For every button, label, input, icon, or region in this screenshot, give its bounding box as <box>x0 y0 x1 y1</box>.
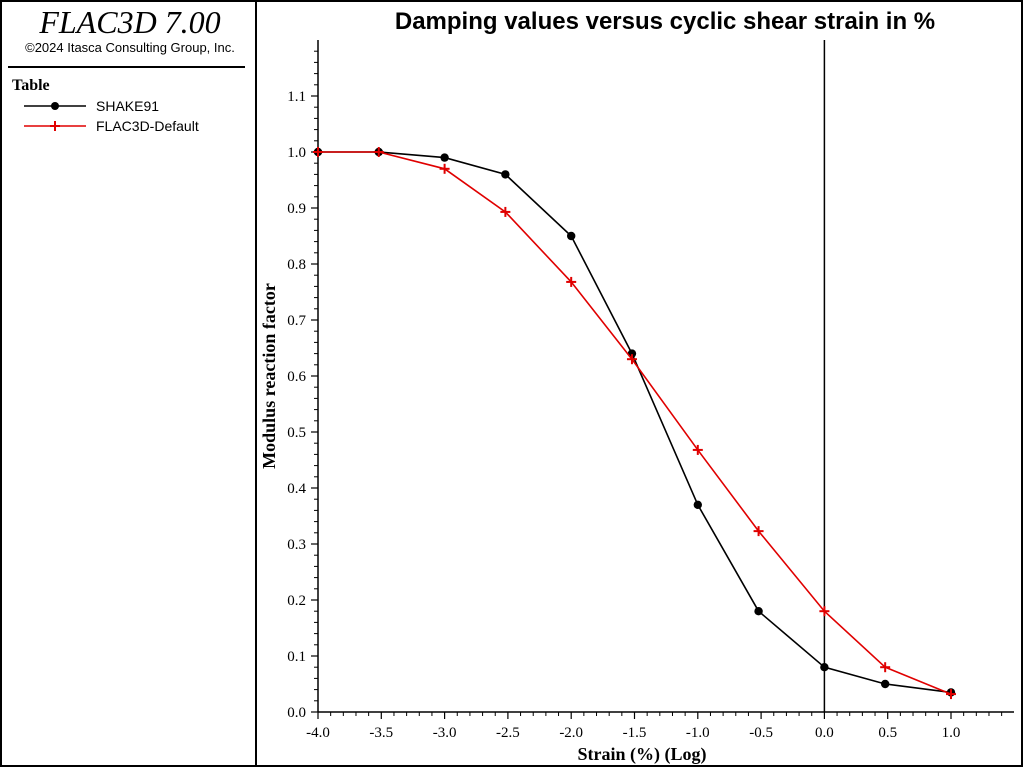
y-tick-label: 0.2 <box>287 593 306 609</box>
data-point <box>440 153 449 162</box>
app-title: FLAC3D 7.00 <box>39 4 221 40</box>
y-tick-label: 0.8 <box>287 257 306 273</box>
data-point <box>880 662 891 673</box>
x-tick-label: -3.5 <box>369 725 393 741</box>
x-tick-label: -2.5 <box>496 725 520 741</box>
y-tick-label: 0.5 <box>287 425 306 441</box>
x-tick-label: 0.5 <box>878 725 897 741</box>
data-point <box>373 147 384 157</box>
x-tick-label: -2.0 <box>559 725 583 741</box>
data-point <box>439 163 450 174</box>
y-tick-label: 0.6 <box>287 369 306 385</box>
data-point <box>820 663 829 672</box>
x-tick-label: -1.5 <box>623 725 647 741</box>
legend-item-shake91: SHAKE91 <box>20 97 250 115</box>
y-axis-label: Modulus reaction factor <box>259 283 279 469</box>
y-tick-label: 0.7 <box>287 313 306 329</box>
data-point <box>754 607 763 616</box>
series-layer <box>313 147 956 700</box>
chart-title: Damping values versus cyclic shear strai… <box>394 8 936 35</box>
legend-item-flac3d-default: FLAC3D-Default <box>20 117 250 135</box>
series-shake91 <box>313 147 956 697</box>
data-point <box>819 606 830 617</box>
y-tick-label: 0.3 <box>287 537 306 553</box>
copyright-text: ©2024 Itasca Consulting Group, Inc. <box>25 40 235 55</box>
y-tick-label: 0.0 <box>287 705 306 721</box>
x-tick-label: -4.0 <box>306 725 330 741</box>
data-point <box>566 276 577 287</box>
legend-swatch-flac3d-default <box>24 121 86 131</box>
x-axis-label: Strain (%) (Log) <box>578 744 707 765</box>
x-tick-label: 1.0 <box>942 725 961 741</box>
y-tick-label: 1.0 <box>287 145 306 161</box>
x-tick-label: -3.0 <box>433 725 457 741</box>
series-line <box>318 151 952 694</box>
x-tick-label: -0.5 <box>749 725 773 741</box>
legend-swatch-shake91 <box>24 102 86 110</box>
x-tick-label: -1.0 <box>686 725 710 741</box>
data-point <box>567 231 576 241</box>
data-point <box>693 500 702 509</box>
y-tick-label: 0.1 <box>287 649 306 665</box>
series-flac3d-default <box>313 147 956 700</box>
data-point <box>626 354 637 365</box>
data-point <box>692 444 703 455</box>
y-tick-label: 1.1 <box>287 89 306 105</box>
data-point <box>501 170 510 179</box>
x-tick-label: 0.0 <box>815 725 834 741</box>
legend-title: Table <box>12 77 50 94</box>
legend-label-shake91: SHAKE91 <box>96 98 160 114</box>
y-tick-label: 0.9 <box>287 201 306 217</box>
axes-layer: -4.0 -3.5 -3.0 -2.5 -2.0 -1.5 -1.0 -0.5 0.0 0.5 1.… <box>259 40 1014 765</box>
data-point <box>313 147 323 157</box>
series-line <box>318 151 952 695</box>
data-point <box>500 206 511 217</box>
data-point <box>880 679 890 689</box>
legend-label-flac3d-default: FLAC3D-Default <box>96 118 199 134</box>
data-point <box>753 526 764 537</box>
data-point <box>946 689 956 700</box>
y-tick-label: 0.4 <box>287 481 306 497</box>
